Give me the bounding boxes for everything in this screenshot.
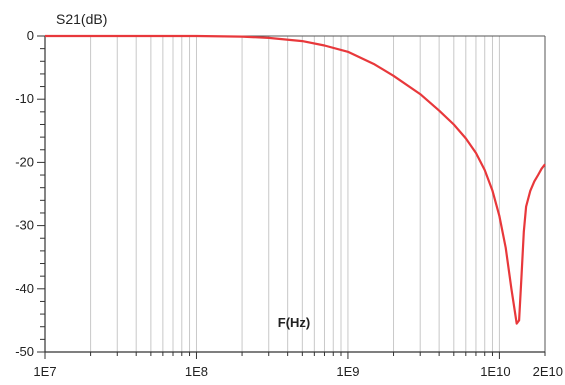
labels: S21(dB) F(Hz) 0 -10 -20 -30 -40 -50 1E7 1E8 1E9 1… — [15, 11, 563, 379]
x-tick-label: 1E10 — [480, 364, 510, 379]
y-tick-label: -10 — [15, 91, 34, 106]
x-tick-label: 1E9 — [336, 364, 359, 379]
y-tick-label: -20 — [15, 154, 34, 169]
y-tick-label: -40 — [15, 281, 34, 296]
y-tick-label: 0 — [27, 28, 34, 43]
y-axis-title: S21(dB) — [56, 11, 107, 27]
x-tick-label: 2E10 — [533, 364, 563, 379]
y-tick-label: -30 — [15, 218, 34, 233]
x-tick-label: 1E8 — [185, 364, 208, 379]
x-axis-title: F(Hz) — [278, 315, 311, 330]
series-layer — [45, 34, 546, 325]
grid — [90, 36, 500, 352]
x-tick-label: 1E7 — [33, 364, 56, 379]
s21-series-line — [45, 34, 546, 325]
y-tick-label: -50 — [15, 344, 34, 359]
axes — [37, 35, 546, 359]
